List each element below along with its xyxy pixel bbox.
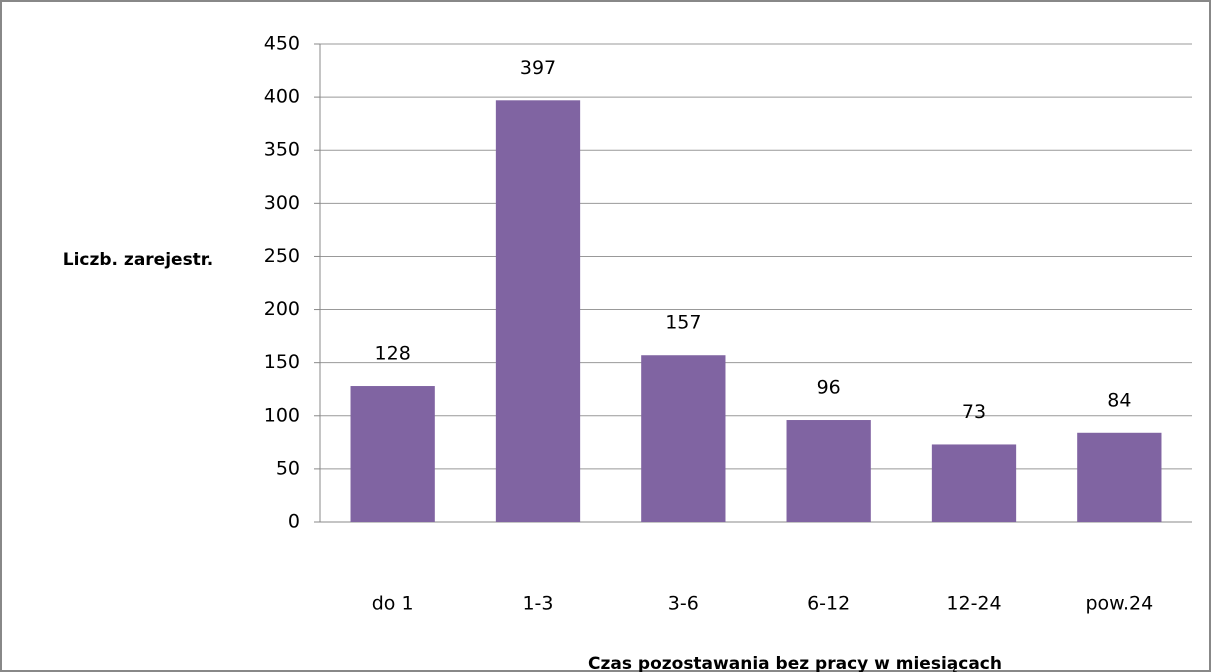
y-tick-label: 100 xyxy=(264,404,300,426)
x-tick-label: pow.24 xyxy=(1085,593,1153,615)
y-tick-label: 400 xyxy=(264,86,300,108)
x-tick-label: do 1 xyxy=(372,593,414,615)
data-label: 84 xyxy=(1107,389,1131,411)
bar xyxy=(786,420,871,522)
x-tick-label: 12-24 xyxy=(946,593,1001,615)
y-tick-label: 300 xyxy=(264,192,300,214)
x-axis-label: Czas pozostawania bez pracy w miesiącach xyxy=(588,654,1002,672)
y-tick-label: 200 xyxy=(264,298,300,320)
bar xyxy=(641,355,726,522)
y-tick-label: 0 xyxy=(288,511,300,533)
data-label: 96 xyxy=(817,377,841,399)
y-tick-label: 450 xyxy=(264,33,300,55)
bar xyxy=(1077,432,1162,522)
x-tick-label: 6-12 xyxy=(807,593,850,615)
y-tick-label: 350 xyxy=(264,139,300,161)
bar xyxy=(495,100,581,522)
data-label: 73 xyxy=(962,401,986,423)
y-tick-label: 150 xyxy=(264,351,300,373)
y-tick-label: 250 xyxy=(264,245,300,267)
data-label: 397 xyxy=(520,57,556,79)
x-tick-label: 3-6 xyxy=(668,593,699,615)
x-tick-label: 1-3 xyxy=(522,593,553,615)
bar xyxy=(350,386,435,522)
y-tick-label: 50 xyxy=(276,457,300,479)
data-label: 128 xyxy=(375,343,411,365)
bar xyxy=(931,444,1017,522)
data-label: 157 xyxy=(665,312,701,334)
y-axis-label: Liczb. zarejestr. xyxy=(63,250,213,270)
